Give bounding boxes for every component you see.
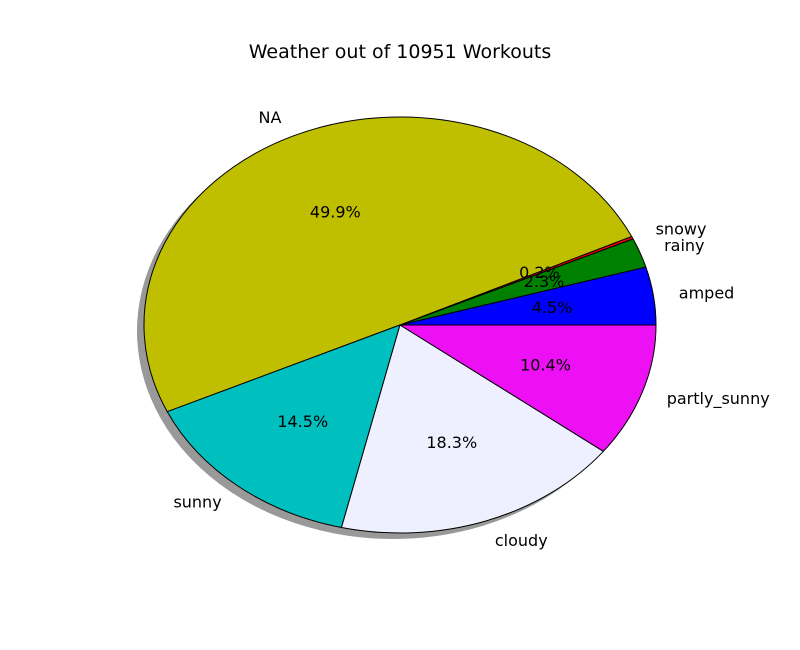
slice-percent-sunny: 14.5% <box>277 412 328 431</box>
slice-partly-sunny[interactable] <box>399 324 657 452</box>
slice-percent-amped: 4.5% <box>532 298 573 317</box>
pie-slices <box>143 116 657 534</box>
slice-label-snowy: snowy <box>656 219 707 238</box>
slice-label-rainy: rainy <box>664 236 704 255</box>
slice-label-na: NA <box>258 108 281 127</box>
slice-cloudy[interactable] <box>340 324 604 534</box>
slice-label-cloudy: cloudy <box>495 531 548 550</box>
slice-label-sunny: sunny <box>173 493 221 512</box>
slice-label-partly-sunny: partly_sunny <box>667 389 770 409</box>
chart-title: Weather out of 10951 Workouts <box>249 41 551 63</box>
slice-label-amped: amped <box>679 283 735 302</box>
slice-percent-rainy: 2.3% <box>524 272 565 291</box>
slice-percent-na: 49.9% <box>310 202 361 221</box>
slice-na[interactable] <box>143 116 633 413</box>
slice-sunny[interactable] <box>166 324 401 528</box>
slice-percent-partly-sunny: 10.4% <box>520 356 571 375</box>
slice-percent-cloudy: 18.3% <box>426 433 477 452</box>
slice-percent-snowy: 0.2% <box>519 263 560 282</box>
pie-labels: amped 4.5% rainy 2.3% snowy 0.2% NA 49.9% sunny 1… <box>173 108 769 550</box>
